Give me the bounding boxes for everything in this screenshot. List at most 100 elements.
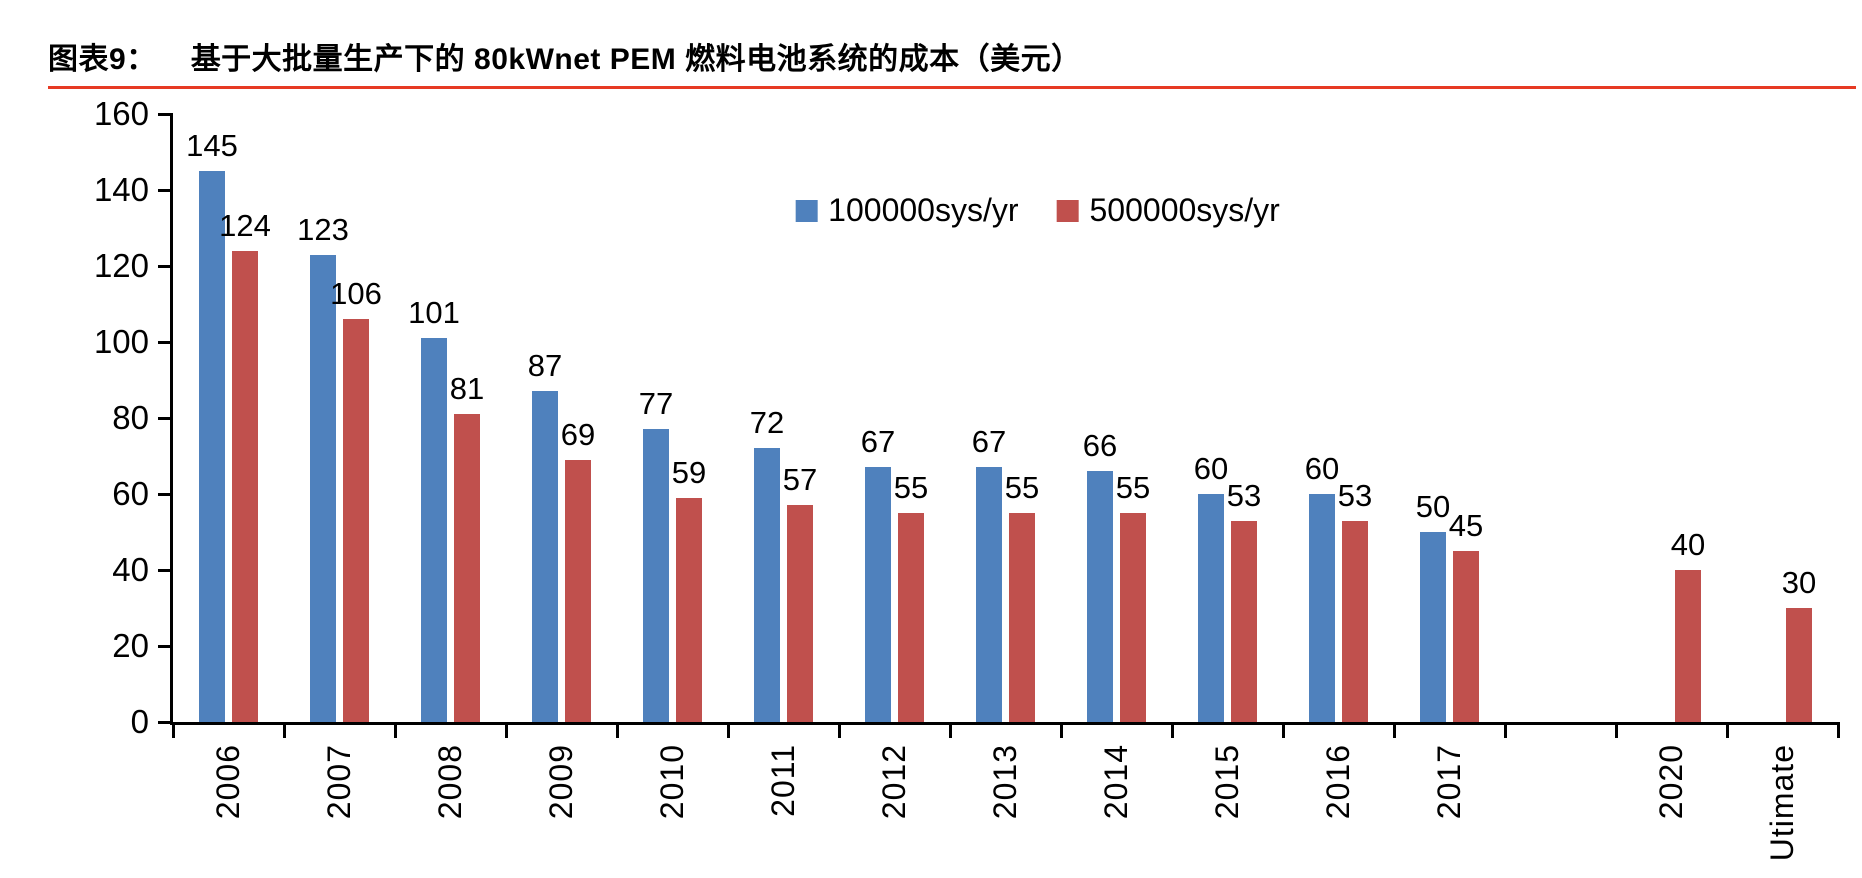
bar-500000sys/yr-2008 xyxy=(454,414,480,722)
bar-value-label: 67 xyxy=(860,424,896,460)
x-axis-tick xyxy=(1170,722,1174,738)
y-axis-tick xyxy=(158,568,173,572)
y-axis-tick-label: 60 xyxy=(112,475,149,512)
bar-500000sys/yr-2014 xyxy=(1120,513,1146,722)
bar-500000sys/yr-2015 xyxy=(1231,520,1257,722)
bar-100000sys/yr-2008 xyxy=(421,338,447,722)
bar-value-label: 72 xyxy=(749,405,785,441)
y-axis-tick xyxy=(158,644,173,648)
bar-500000sys/yr-2006 xyxy=(232,250,258,722)
bar-500000sys/yr-2020 xyxy=(1675,570,1701,722)
x-axis-category-label: Utimate xyxy=(1764,744,1800,862)
y-axis-tick-label: 40 xyxy=(112,551,149,588)
y-axis-tick xyxy=(158,720,173,724)
x-axis-category-label: 2017 xyxy=(1431,744,1467,820)
bar-value-label: 55 xyxy=(1115,470,1151,505)
bar-100000sys/yr-2015 xyxy=(1198,494,1224,722)
y-axis-tick-label: 0 xyxy=(130,703,149,740)
bar-value-label: 81 xyxy=(449,371,485,407)
bar-500000sys/yr-2010 xyxy=(676,497,702,722)
x-axis-tick xyxy=(1614,722,1618,738)
chart-number-label: 图表9： xyxy=(48,43,157,76)
bar-100000sys/yr-2011 xyxy=(754,448,780,722)
x-axis-tick xyxy=(1725,722,1729,738)
bar-100000sys/yr-2017 xyxy=(1420,532,1446,722)
bar-value-label: 53 xyxy=(1337,477,1373,513)
y-axis-tick-label: 140 xyxy=(93,171,149,208)
chart-title: 基于大批量生产下的 80kWnet PEM 燃料电池系统的成本（美元） xyxy=(190,43,1082,76)
legend-swatch-red xyxy=(1056,199,1079,222)
bar-value-label: 55 xyxy=(1004,470,1040,505)
bar-value-label: 55 xyxy=(893,470,929,505)
x-axis-category-label: 2012 xyxy=(876,744,912,820)
bar-value-label: 53 xyxy=(1226,477,1262,513)
x-axis-category-label: 2009 xyxy=(543,744,579,820)
bar-value-label: 123 xyxy=(297,211,349,247)
x-axis-tick xyxy=(1392,722,1396,738)
x-axis-tick xyxy=(837,722,841,738)
y-axis-tick xyxy=(158,416,173,420)
bar-500000sys/yr-2013 xyxy=(1009,513,1035,722)
legend-item-500000sys-yr: 500000sys/yr xyxy=(1056,192,1280,229)
legend: 100000sys/yr 500000sys/yr xyxy=(795,192,1280,229)
x-axis-category-label: 2007 xyxy=(321,744,357,820)
x-axis-category-label: 2016 xyxy=(1320,744,1356,820)
bar-value-label: 67 xyxy=(971,424,1007,460)
bar-value-label: 77 xyxy=(638,386,674,422)
legend-label: 500000sys/yr xyxy=(1089,192,1280,228)
x-axis-category-label: 2014 xyxy=(1098,744,1134,820)
bar-100000sys/yr-2013 xyxy=(976,467,1002,722)
y-axis-tick-label: 20 xyxy=(112,627,149,664)
x-axis-tick xyxy=(948,722,952,738)
x-axis-tick xyxy=(615,722,619,738)
bar-500000sys/yr-2007 xyxy=(343,319,369,722)
legend-label: 100000sys/yr xyxy=(828,192,1019,228)
y-axis-tick xyxy=(158,492,173,496)
bar-value-label: 87 xyxy=(527,348,563,384)
bar-100000sys/yr-2006 xyxy=(199,171,225,722)
y-axis-tick-label: 160 xyxy=(93,95,149,132)
x-axis-tick xyxy=(504,722,508,738)
bar-500000sys/yr-2017 xyxy=(1453,551,1479,722)
bar-100000sys/yr-2012 xyxy=(865,467,891,722)
bar-value-label: 106 xyxy=(330,276,382,312)
y-axis-tick-label: 80 xyxy=(112,399,149,436)
y-axis-tick xyxy=(158,340,173,344)
x-axis-category-label: 2011 xyxy=(765,744,801,817)
x-axis-category-label: 2015 xyxy=(1209,744,1245,820)
y-axis-tick xyxy=(158,188,173,192)
bar-100000sys/yr-2016 xyxy=(1309,494,1335,722)
x-axis-category-label: 2010 xyxy=(654,744,690,820)
x-axis-category-label: 2008 xyxy=(432,744,468,820)
x-axis-tick xyxy=(1281,722,1285,738)
chart-header: 图表9： 基于大批量生产下的 80kWnet PEM 燃料电池系统的成本（美元） xyxy=(48,34,1082,78)
bar-500000sys/yr-2016 xyxy=(1342,520,1368,722)
bar-100000sys/yr-2010 xyxy=(643,429,669,722)
bar-value-label: 40 xyxy=(1670,527,1706,562)
x-axis-tick xyxy=(1836,722,1840,738)
bar-100000sys/yr-2009 xyxy=(532,391,558,722)
bar-value-label: 50 xyxy=(1415,489,1451,524)
bar-500000sys/yr-2009 xyxy=(565,459,591,722)
bar-chart: 100000sys/yr 500000sys/yr 0 20 40 60 80 100 12… xyxy=(0,95,1862,878)
bar-value-label: 60 xyxy=(1193,451,1229,486)
x-axis-category-label: 2013 xyxy=(987,744,1023,820)
x-axis-tick xyxy=(171,722,175,738)
x-axis-category-label: 2020 xyxy=(1653,744,1689,820)
bar-value-label: 69 xyxy=(560,416,596,452)
y-axis-tick xyxy=(158,264,173,268)
y-axis-tick xyxy=(158,112,173,116)
bar-value-label: 45 xyxy=(1448,508,1484,543)
plot-area: 100000sys/yr 500000sys/yr 0 20 40 60 80 100 12… xyxy=(94,97,1840,861)
bar-value-label: 66 xyxy=(1082,428,1118,464)
bar-value-label: 57 xyxy=(782,462,818,498)
bar-500000sys/yr-Utimate xyxy=(1786,608,1812,722)
x-axis-tick xyxy=(393,722,397,738)
bar-value-label: 124 xyxy=(219,207,271,243)
y-axis-tick-label: 100 xyxy=(93,323,149,360)
bar-value-label: 59 xyxy=(671,454,707,490)
bar-500000sys/yr-2012 xyxy=(898,513,924,722)
bar-100000sys/yr-2007 xyxy=(310,254,336,722)
x-axis-tick xyxy=(1059,722,1063,738)
